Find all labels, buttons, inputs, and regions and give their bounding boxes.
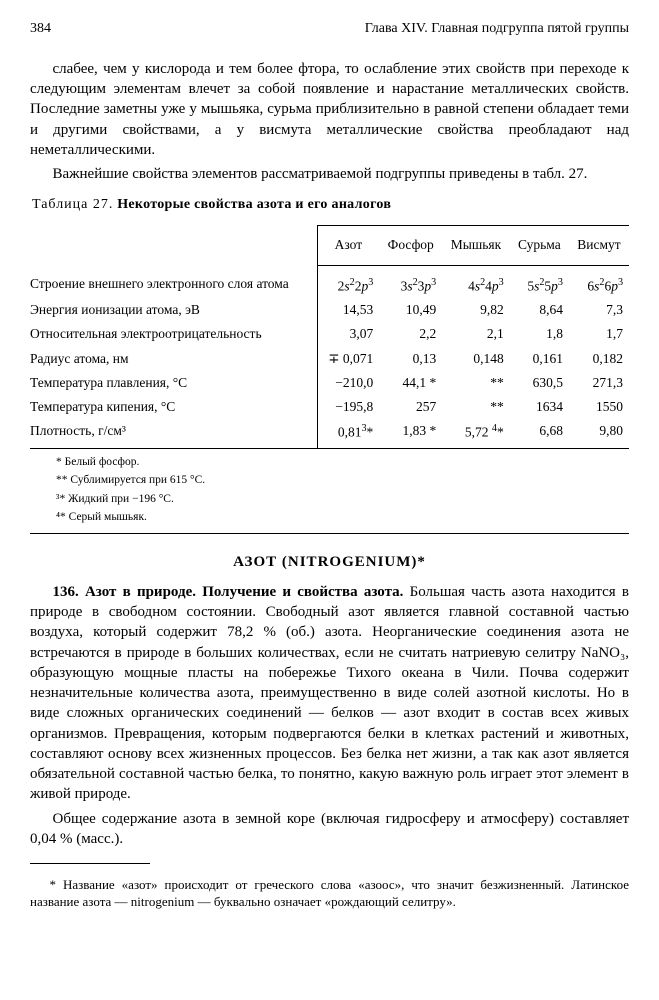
table-row: Энергия ионизации атома, эВ14,5310,499,8… bbox=[30, 298, 629, 322]
section-body-1: Большая часть азота находится в природе … bbox=[30, 584, 629, 803]
table-cell: 1550 bbox=[569, 395, 629, 419]
table-cell: 5,72 4* bbox=[442, 419, 510, 448]
table-notes: * Белый фосфор. ** Сублимируется при 615… bbox=[30, 455, 629, 525]
table-row: Температура плавления, °C−210,044,1 ***6… bbox=[30, 371, 629, 395]
section-heading: Азот в природе. Получение и свойства азо… bbox=[85, 584, 403, 600]
table-cell: 0,813* bbox=[317, 419, 379, 448]
row-label: Радиус атома, нм bbox=[30, 347, 317, 371]
section-title: АЗОТ (NITROGENIUM)* bbox=[30, 552, 629, 572]
table-caption: Таблица 27. Некоторые свойства азота и е… bbox=[32, 196, 629, 215]
section-number: 136. bbox=[53, 584, 79, 600]
table-cell: 14,53 bbox=[317, 298, 379, 322]
col-surma: Сурьма bbox=[510, 226, 569, 265]
table-cell: 1,83 * bbox=[379, 419, 442, 448]
page-number: 384 bbox=[30, 20, 51, 39]
table-caption-prefix: Таблица 27. bbox=[32, 197, 113, 212]
table-cell: 0,148 bbox=[442, 347, 510, 371]
table-cell: 10,49 bbox=[379, 298, 442, 322]
table-cell: 1,7 bbox=[569, 322, 629, 346]
table-cell: 2s22p3 bbox=[317, 265, 379, 298]
row-label: Плотность, г/см³ bbox=[30, 419, 317, 448]
properties-table: Азот Фосфор Мышьяк Сурьма Висмут Строени… bbox=[30, 225, 629, 449]
table-cell: ** bbox=[442, 371, 510, 395]
table-cell: 9,82 bbox=[442, 298, 510, 322]
table-cell: 4s24p3 bbox=[442, 265, 510, 298]
table-row: Строение внешнего электронного слоя атом… bbox=[30, 265, 629, 298]
table-row: Температура кипения, °C−195,8257**163415… bbox=[30, 395, 629, 419]
table-note: ³* Жидкий при −196 °C. bbox=[56, 492, 629, 506]
paragraph-2: Важнейшие свойства элементов рассматрива… bbox=[30, 164, 629, 184]
notes-rule bbox=[30, 533, 629, 534]
table-cell: 9,80 bbox=[569, 419, 629, 448]
row-label: Температура плавления, °C bbox=[30, 371, 317, 395]
col-azot: Азот bbox=[317, 226, 379, 265]
col-fosfor: Фосфор bbox=[379, 226, 442, 265]
table-cell: −195,8 bbox=[317, 395, 379, 419]
col-myshyak: Мышьяк bbox=[442, 226, 510, 265]
table-cell: 0,182 bbox=[569, 347, 629, 371]
table-note: * Белый фосфор. bbox=[56, 455, 629, 469]
table-cell: 0,161 bbox=[510, 347, 569, 371]
table-caption-title: Некоторые свойства азота и его аналогов bbox=[117, 197, 391, 212]
table-cell: 7,3 bbox=[569, 298, 629, 322]
table-cell: 8,64 bbox=[510, 298, 569, 322]
section-paragraph-2: Общее содержание азота в земной коре (вк… bbox=[30, 809, 629, 850]
table-body: Строение внешнего электронного слоя атом… bbox=[30, 265, 629, 449]
row-label: Относительная электроотрицательность bbox=[30, 322, 317, 346]
footnote: * Название «азот» происходит от греческо… bbox=[30, 877, 629, 911]
table-note: ⁴* Серый мышьяк. bbox=[56, 510, 629, 524]
section-paragraph-1: 136. Азот в природе. Получение и свойств… bbox=[30, 582, 629, 805]
table-cell: 0,13 bbox=[379, 347, 442, 371]
table-cell: 1634 bbox=[510, 395, 569, 419]
chapter-title: Глава XIV. Главная подгруппа пятой групп… bbox=[365, 20, 629, 39]
table-cell: 271,3 bbox=[569, 371, 629, 395]
row-label: Энергия ионизации атома, эВ bbox=[30, 298, 317, 322]
table-cell: ** bbox=[442, 395, 510, 419]
table-header-empty bbox=[30, 226, 317, 265]
table-cell: 257 bbox=[379, 395, 442, 419]
table-cell: 44,1 * bbox=[379, 371, 442, 395]
table-cell: 1,8 bbox=[510, 322, 569, 346]
row-label: Температура кипения, °C bbox=[30, 395, 317, 419]
col-vismut: Висмут bbox=[569, 226, 629, 265]
table-cell: 3s23p3 bbox=[379, 265, 442, 298]
table-row: Радиус атома, нм∓ 0,0710,130,1480,1610,1… bbox=[30, 347, 629, 371]
table-row: Относительная электроотрицательность3,07… bbox=[30, 322, 629, 346]
table-cell: 630,5 bbox=[510, 371, 569, 395]
table-cell: ∓ 0,071 bbox=[317, 347, 379, 371]
table-cell: 6,68 bbox=[510, 419, 569, 448]
running-header: 384 Глава XIV. Главная подгруппа пятой г… bbox=[30, 20, 629, 39]
table-header-row: Азот Фосфор Мышьяк Сурьма Висмут bbox=[30, 226, 629, 265]
footnote-rule bbox=[30, 863, 150, 864]
table-cell: 3,07 bbox=[317, 322, 379, 346]
table-row: Плотность, г/см³0,813*1,83 *5,72 4*6,689… bbox=[30, 419, 629, 448]
row-label: Строение внешнего электронного слоя атом… bbox=[30, 265, 317, 298]
table-note: ** Сублимируется при 615 °C. bbox=[56, 473, 629, 487]
table-cell: 2,2 bbox=[379, 322, 442, 346]
page: 384 Глава XIV. Главная подгруппа пятой г… bbox=[0, 0, 659, 949]
table-cell: −210,0 bbox=[317, 371, 379, 395]
paragraph-1: слабее, чем у кислорода и тем более фтор… bbox=[30, 59, 629, 160]
table-cell: 2,1 bbox=[442, 322, 510, 346]
table-cell: 5s25p3 bbox=[510, 265, 569, 298]
table-cell: 6s26p3 bbox=[569, 265, 629, 298]
